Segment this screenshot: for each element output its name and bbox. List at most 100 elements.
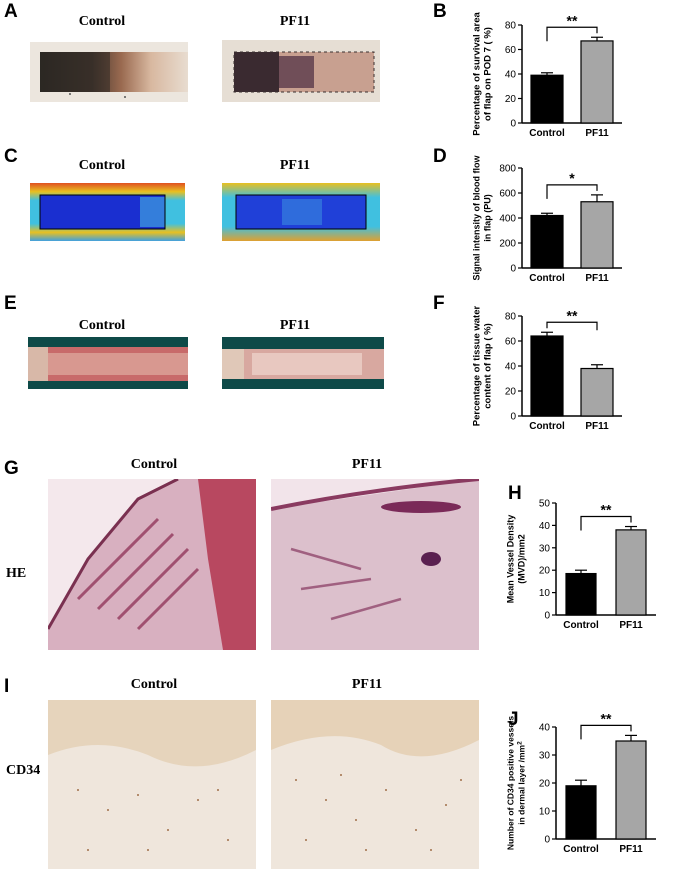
panel-i-title-control: Control bbox=[130, 677, 178, 692]
significance-marker: ** bbox=[567, 307, 578, 323]
y-axis-label-line: Percentage of survival area bbox=[472, 12, 483, 136]
y-axis-label-line: in flap (PU) bbox=[483, 194, 493, 242]
panel-a-title-pf11: PF11 bbox=[279, 14, 311, 29]
y-axis-label: Mean Vessel Density (MVD)/mm2 bbox=[506, 515, 527, 604]
panel-label-j: J bbox=[508, 709, 519, 730]
bar-chart-f: 0 20 40 60 80 Percentage of tissue water conte… bbox=[472, 306, 622, 432]
bar-pf11 bbox=[580, 201, 614, 269]
significance-marker: ** bbox=[601, 710, 612, 726]
significance-bracket bbox=[546, 26, 598, 42]
y-axis-label-line: Signal intensity of blood flow bbox=[472, 155, 482, 281]
y-tick-label: 30 bbox=[539, 751, 551, 762]
bar-control bbox=[530, 74, 564, 124]
significance-bracket bbox=[580, 724, 632, 740]
y-tick-label: 40 bbox=[505, 362, 517, 373]
y-tick-label: 800 bbox=[499, 164, 516, 175]
laser-doppler-control bbox=[30, 183, 185, 241]
y-tick-label: 0 bbox=[510, 412, 516, 423]
y-tick-label: 20 bbox=[539, 779, 551, 790]
flap-underside-pf11 bbox=[222, 337, 384, 389]
x-tick-label: PF11 bbox=[619, 620, 643, 631]
panel-g-title-pf11: PF11 bbox=[351, 457, 383, 472]
y-tick-label: 0 bbox=[544, 835, 550, 846]
y-axis-label-line: Percentage of tissue water bbox=[472, 306, 483, 427]
bar-pf11 bbox=[615, 529, 647, 616]
y-axis-label-line: in dermal layer /mm2 bbox=[516, 741, 527, 825]
panel-a-title-control: Control bbox=[78, 14, 126, 29]
x-tick-label: PF11 bbox=[585, 421, 609, 432]
significance-bracket bbox=[580, 515, 632, 531]
panel-label-b: B bbox=[433, 1, 447, 22]
bar-chart-d: 0 200 400 600 800 Signal intensity of blood f… bbox=[472, 155, 622, 284]
significance-marker: * bbox=[569, 170, 575, 186]
significance-marker: ** bbox=[601, 502, 612, 518]
x-tick-label: Control bbox=[529, 421, 565, 432]
x-tick-label: PF11 bbox=[619, 844, 643, 855]
panel-label-h: H bbox=[508, 483, 522, 504]
y-tick-label: 10 bbox=[539, 588, 551, 599]
y-tick-label: 40 bbox=[505, 70, 517, 81]
row-label-he: HE bbox=[6, 566, 27, 581]
panel-c-title-pf11: PF11 bbox=[279, 158, 311, 173]
flap-photo-pf11-day7 bbox=[222, 40, 380, 102]
y-tick-label: 60 bbox=[505, 45, 517, 56]
panel-c-title-control: Control bbox=[78, 158, 126, 173]
y-axis-label: Signal intensity of blood flow in flap (P… bbox=[472, 155, 493, 281]
y-tick-label: 20 bbox=[539, 566, 551, 577]
row-label-cd34: CD34 bbox=[6, 763, 41, 778]
cd34-stain-control bbox=[48, 700, 256, 869]
y-axis-label: Percentage of tissue water content of fla… bbox=[472, 306, 494, 427]
y-tick-label: 50 bbox=[539, 499, 551, 510]
flap-underside-control bbox=[28, 337, 188, 389]
bar-control bbox=[530, 214, 564, 269]
y-axis-label-line: (MVD)/mm2 bbox=[517, 534, 527, 584]
bar-control bbox=[565, 785, 597, 840]
y-tick-label: 30 bbox=[539, 543, 551, 554]
y-tick-label: 10 bbox=[539, 807, 551, 818]
x-tick-label: Control bbox=[529, 128, 565, 139]
x-tick-label: PF11 bbox=[585, 128, 609, 139]
y-tick-label: 600 bbox=[499, 189, 516, 200]
y-tick-label: 0 bbox=[510, 264, 516, 275]
bar-control bbox=[565, 572, 597, 616]
bar-pf11 bbox=[615, 740, 647, 840]
y-tick-label: 40 bbox=[539, 521, 551, 532]
panel-g-title-control: Control bbox=[130, 457, 178, 472]
panel-label-g: G bbox=[4, 458, 19, 479]
y-tick-label: 80 bbox=[505, 21, 517, 32]
panel-label-e: E bbox=[4, 293, 17, 314]
panel-e-title-pf11: PF11 bbox=[279, 318, 311, 333]
y-tick-label: 80 bbox=[505, 312, 517, 323]
y-axis-label-line: Number of CD34 positive vessels bbox=[506, 716, 516, 850]
cd34-stain-pf11 bbox=[271, 700, 479, 869]
panel-label-i: I bbox=[4, 676, 10, 697]
y-axis-label: Percentage of survival area of flap on PO… bbox=[472, 12, 494, 136]
bar-pf11 bbox=[580, 367, 614, 417]
he-stain-control bbox=[48, 479, 256, 650]
laser-doppler-pf11 bbox=[222, 183, 380, 241]
panel-label-f: F bbox=[433, 293, 445, 314]
bar-chart-h: 0 10 20 30 40 50 Mean Vessel Density (MVD)/mm2 C… bbox=[506, 499, 656, 631]
x-tick-label: PF11 bbox=[585, 273, 609, 284]
y-axis-label-line: content of flap ( %) bbox=[483, 323, 494, 409]
y-axis-label-line: Mean Vessel Density bbox=[506, 515, 516, 604]
y-tick-label: 0 bbox=[544, 611, 550, 622]
y-tick-label: 40 bbox=[539, 723, 551, 734]
y-axis-label: Number of CD34 positive vessels in dermal… bbox=[506, 716, 527, 850]
y-tick-label: 0 bbox=[510, 119, 516, 130]
panel-label-a: A bbox=[4, 1, 18, 22]
y-tick-label: 400 bbox=[499, 214, 516, 225]
x-tick-label: Control bbox=[529, 273, 565, 284]
significance-marker: ** bbox=[567, 12, 578, 28]
y-tick-label: 200 bbox=[499, 239, 516, 250]
panel-e-title-control: Control bbox=[78, 318, 126, 333]
bar-chart-b: 0 20 40 60 80 Percentage of survival area of f… bbox=[472, 12, 622, 139]
bar-pf11 bbox=[580, 40, 614, 124]
x-tick-label: Control bbox=[563, 620, 599, 631]
bar-chart-j: 0 10 20 30 40 Number of CD34 positive vessels… bbox=[506, 710, 656, 855]
x-tick-label: Control bbox=[563, 844, 599, 855]
panel-i-title-pf11: PF11 bbox=[351, 677, 383, 692]
y-axis-label-line: of flap on POD 7 ( %) bbox=[483, 27, 494, 121]
y-axis-label-superscript: 2 bbox=[516, 741, 523, 745]
y-tick-label: 60 bbox=[505, 337, 517, 348]
